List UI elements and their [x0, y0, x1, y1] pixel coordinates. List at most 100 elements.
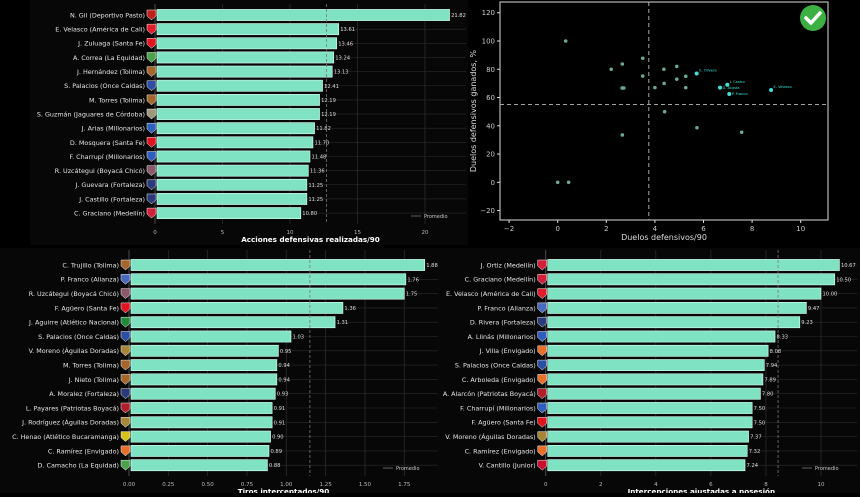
category-label: F. Charrupí (Millonarios) [69, 153, 145, 161]
category-label: P. Franco (Alianza) [477, 304, 535, 312]
category-label: J. Villa (Envigado) [479, 347, 536, 355]
x-axis-label: Tiros interceptados/90 [238, 487, 330, 493]
bar [156, 108, 320, 120]
scatter-point [683, 85, 688, 90]
bar [130, 359, 278, 371]
scatter-point [640, 56, 645, 61]
x-axis-label: Intercepciones ajustadas a posesión [628, 487, 776, 493]
category-label: A. Alarcón (Patriotas Boyacá) [443, 390, 536, 398]
highlighted-point [718, 85, 723, 90]
check-badge-circle [800, 5, 826, 31]
y-tick-label: 100 [482, 38, 495, 46]
x-tick-label: 8 [764, 482, 768, 488]
team-crest-icon [537, 459, 547, 471]
team-crest-icon [537, 288, 547, 299]
team-crest-icon [146, 207, 157, 219]
category-label: E. Velasco (América de Cali) [446, 290, 536, 298]
team-crest-icon [146, 179, 157, 191]
scatter-point [662, 67, 666, 72]
team-crest-icon [120, 359, 131, 371]
team-crest-icon [537, 259, 547, 271]
category-label: F. Agüero (Santa Fe) [471, 419, 535, 427]
category-label: J. Nieto (Tolima) [68, 376, 119, 384]
bar-value-label: 7.24 [747, 463, 759, 469]
scatter-point [563, 39, 568, 43]
x-tick-label: 10 [287, 230, 294, 236]
team-crest-icon [146, 38, 157, 49]
bar [547, 459, 746, 472]
bar [130, 287, 405, 300]
category-label: J. Rodríguez (Águilas Doradas) [21, 418, 119, 427]
team-crest-icon [120, 402, 131, 414]
category-label: M. Torres (Tolima) [63, 362, 119, 370]
bar [130, 444, 270, 457]
category-label: V. Moreno (Águilas Doradas) [445, 432, 535, 441]
bar-value-label: 13.46 [338, 41, 353, 47]
bar [547, 259, 840, 271]
team-crest-icon [120, 331, 131, 342]
category-label: F. Agüero (Santa Fe) [55, 304, 119, 312]
y-tick-label: 40 [486, 122, 495, 130]
x-axis-label: Acciones defensivas realizadas/90 [241, 235, 380, 244]
scatter-point [695, 125, 699, 130]
bar-value-label: 0.90 [272, 435, 284, 441]
y-tick-label: 60 [486, 94, 495, 102]
team-crest-icon [120, 388, 131, 400]
scatter-point [609, 67, 613, 72]
bar-value-label: 0.89 [270, 449, 282, 455]
category-label: C. Trujillo (Tolima) [62, 261, 119, 269]
team-crest-icon [537, 359, 547, 371]
bar-value-label: 7.50 [754, 406, 766, 412]
bar-value-label: 7.37 [750, 435, 762, 441]
team-crest-icon [120, 274, 131, 285]
category-label: A. Correa (La Equidad) [73, 54, 145, 62]
bar [547, 402, 753, 414]
bar-value-label: 7.89 [764, 377, 776, 383]
team-crest-icon [146, 108, 157, 120]
scatter-point [739, 130, 744, 135]
category-label: F. Charrupí (Millonarios) [460, 404, 536, 412]
highlighted-point [725, 82, 730, 87]
scatter-point [653, 85, 657, 90]
team-crest-icon [537, 431, 547, 442]
bar-value-label: 1.88 [426, 263, 438, 269]
chart-intercepted-shots: 0.00 0.25 0.50 0.75 1.00 1.25 1.50 1.75 1.88 C. T… [12, 250, 438, 496]
team-crest-icon [537, 345, 547, 357]
team-crest-icon [146, 9, 157, 21]
category-label: C. Arboleda (Envigado) [462, 376, 536, 384]
team-crest-icon [120, 445, 131, 457]
bar [547, 301, 807, 314]
bar-value-label: 10.00 [823, 292, 838, 298]
y-tick-label: 0 [491, 179, 495, 187]
y-axis-label: Duelos defensivos ganados, % [469, 49, 478, 172]
category-label: A. Llinás (Millonarios) [468, 333, 536, 341]
category-label: V. Moreno (Águilas Doradas) [29, 346, 119, 355]
bar [156, 136, 314, 149]
bar-value-label: 0.91 [274, 420, 286, 426]
bar [547, 444, 748, 457]
bar-value-label: 13.13 [334, 70, 349, 76]
category-label: D. Rivera (Fortaleza) [470, 319, 536, 327]
category-label: S. Palacios (Once Caldas) [64, 82, 145, 90]
scatter-point [620, 62, 625, 66]
category-label: C. Ramírez (Envigado) [465, 447, 536, 455]
bar-value-label: 9.47 [808, 306, 820, 312]
category-label: M. Torres (Tolima) [89, 96, 145, 104]
scatter-point [674, 64, 679, 69]
bar [130, 373, 278, 386]
category-label: N. Gil (Deportivo Pasto) [70, 11, 145, 19]
bar-value-label: 7.50 [754, 420, 766, 426]
bar [547, 316, 801, 329]
bar [130, 344, 279, 357]
team-crest-icon [120, 288, 131, 299]
bar-value-label: 12.19 [321, 112, 336, 118]
bar [156, 94, 320, 106]
bar [130, 402, 273, 414]
x-tick-label: 8 [750, 225, 754, 233]
x-tick-label: 4 [653, 225, 658, 233]
team-crest-icon [537, 402, 547, 414]
scatter-point [674, 77, 679, 81]
bar-value-label: 21.82 [451, 13, 466, 19]
y-tick-label: −20 [480, 207, 495, 215]
